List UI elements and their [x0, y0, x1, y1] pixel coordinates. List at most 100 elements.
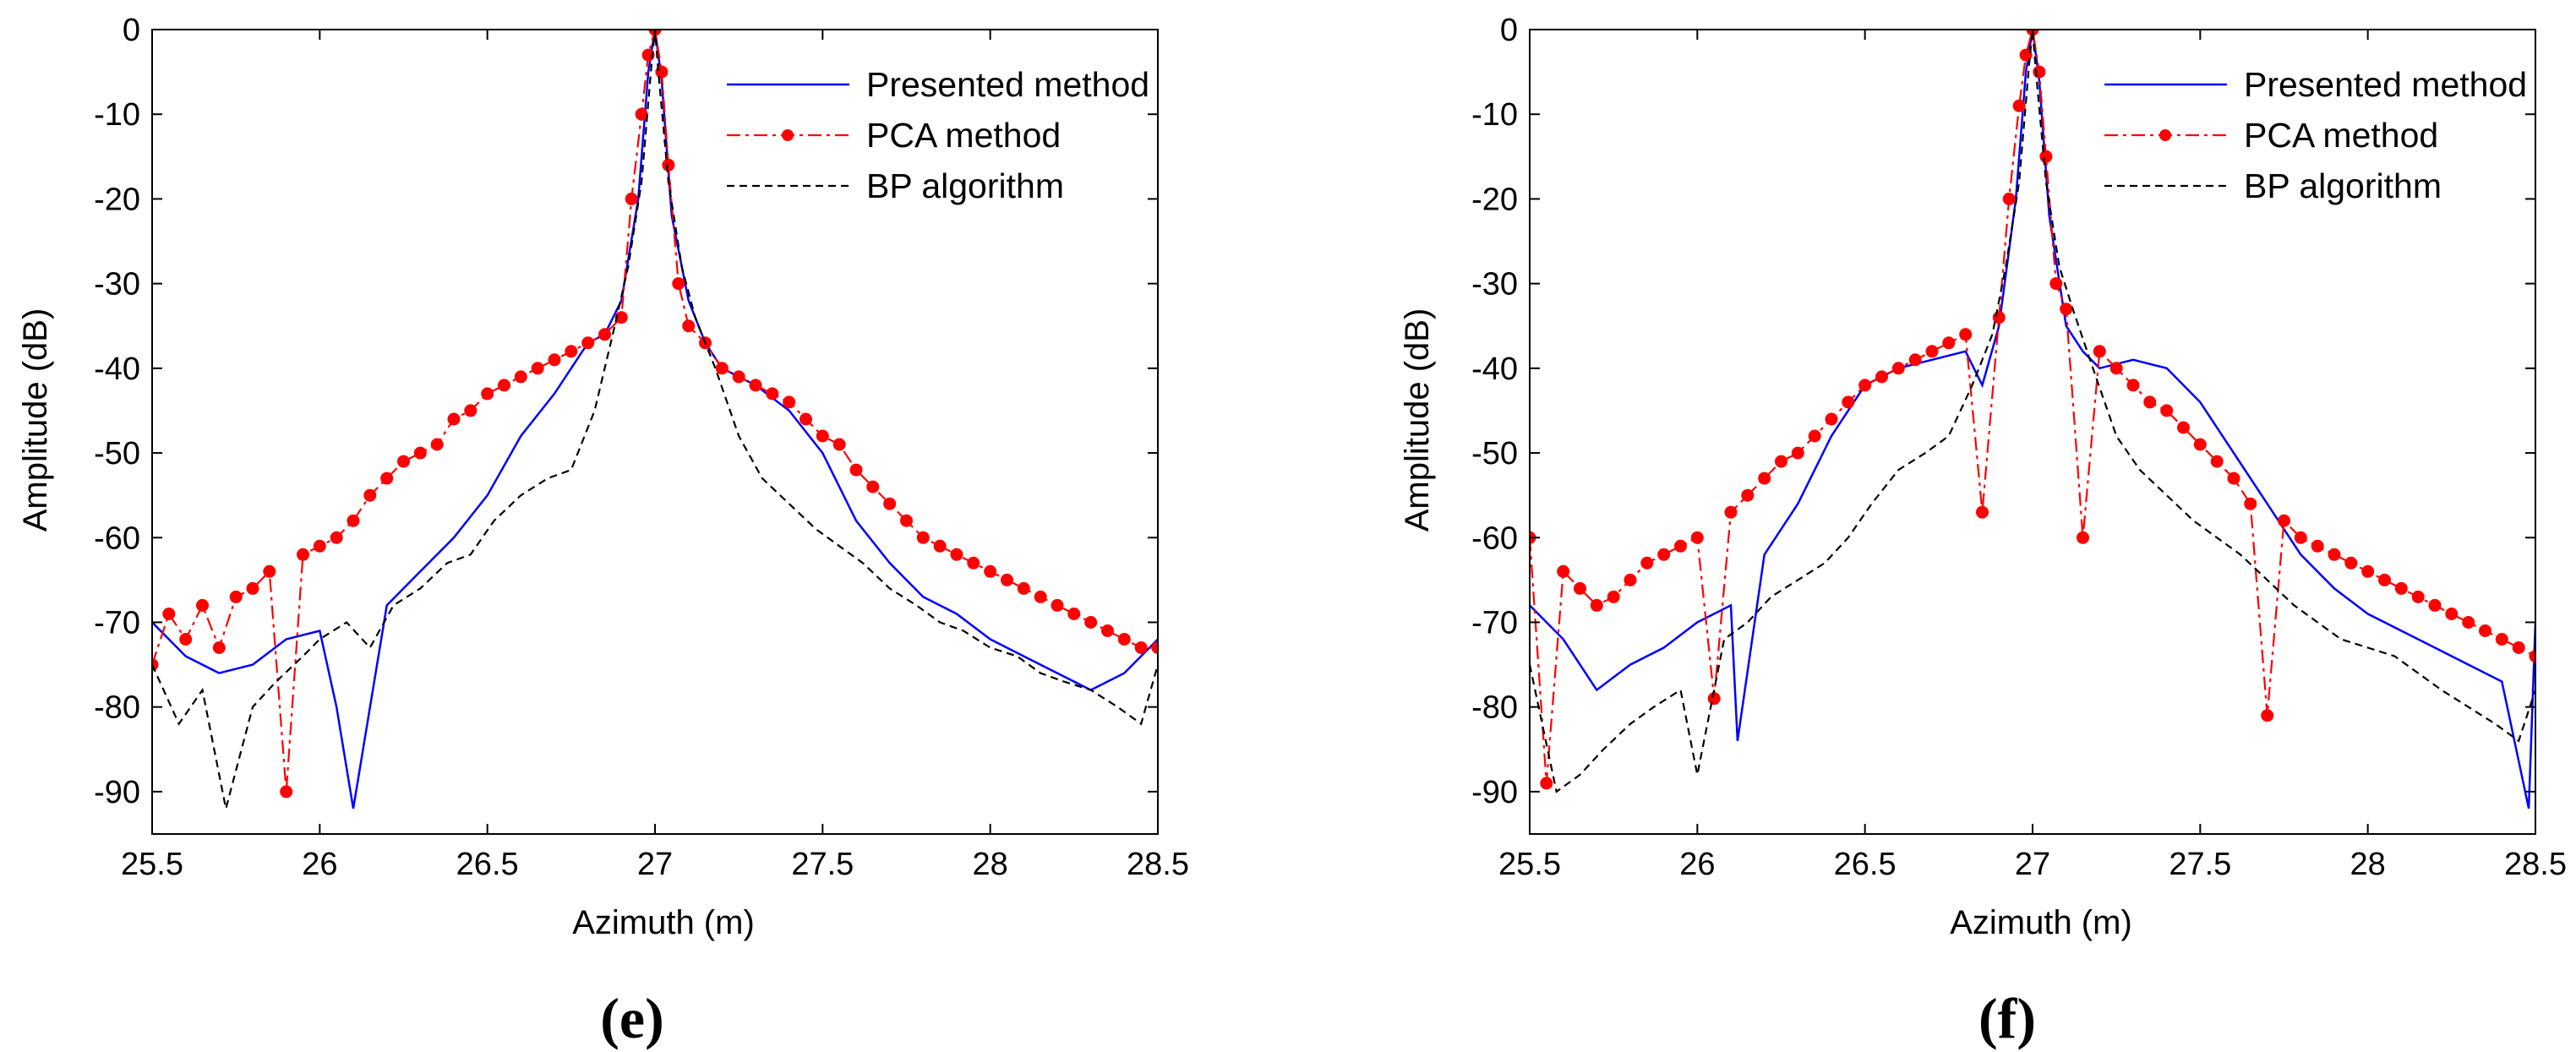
- series-point: [2093, 345, 2106, 358]
- y-tick-label: -40: [1471, 352, 1518, 387]
- series-point: [2060, 303, 2073, 316]
- y-tick-label: 0: [1500, 13, 1518, 48]
- y-axis-title: Amplitude (dB): [17, 308, 54, 532]
- x-tick-label: 25.5: [1498, 847, 1561, 882]
- series-point: [1590, 598, 1603, 612]
- x-tick-label: 28: [2350, 847, 2386, 882]
- x-tick-label: 27.5: [2169, 847, 2231, 882]
- series-line-pca-method: [1530, 30, 2535, 783]
- x-tick-label: 28: [973, 847, 1008, 882]
- series-point: [1891, 362, 1905, 375]
- legend-label: PCA method: [2244, 116, 2438, 155]
- series-point: [2002, 192, 2016, 205]
- series-point: [732, 370, 745, 384]
- series-point: [1657, 548, 1671, 561]
- series-point: [565, 345, 578, 358]
- y-tick-label: 0: [123, 13, 140, 48]
- x-tick-label: 27: [637, 847, 673, 882]
- series-point: [1134, 641, 1148, 654]
- legend-label: BP algorithm: [2244, 166, 2442, 205]
- series-line-presented-method: [1530, 30, 2535, 809]
- plot-area: [1530, 30, 2535, 834]
- series-point: [531, 362, 544, 375]
- series-point: [2049, 277, 2063, 291]
- series-point: [1992, 311, 2006, 324]
- x-axis-title: Azimuth (m): [1950, 904, 2132, 941]
- y-tick-label: -60: [94, 521, 140, 556]
- y-tick-label: -90: [94, 775, 140, 810]
- series-point: [635, 107, 648, 121]
- series-point: [1151, 641, 1158, 654]
- series-point: [614, 311, 628, 324]
- series-point: [916, 531, 930, 544]
- series-point: [1607, 590, 1620, 603]
- series-point: [2177, 421, 2190, 434]
- series-point: [2261, 709, 2274, 722]
- y-tick-label: -90: [1471, 775, 1518, 810]
- series-point: [2109, 362, 2123, 375]
- series-point: [229, 590, 243, 603]
- series-point: [196, 598, 209, 612]
- chart-panel-f: Amplitude (dB) Azimuth (m) (f) 25.5 26 26.…: [1399, 13, 2567, 1050]
- series-point: [800, 412, 812, 426]
- series-point: [2428, 598, 2442, 612]
- y-tick-label: -30: [1471, 267, 1518, 303]
- series-point: [1101, 624, 1114, 637]
- series-point: [900, 514, 913, 527]
- series-point: [1858, 379, 1872, 392]
- series-point: [212, 641, 226, 654]
- series-point: [1690, 531, 1704, 544]
- series-point: [1117, 633, 1131, 646]
- series-point: [1674, 539, 1687, 553]
- series-point: [2210, 455, 2224, 468]
- series-point: [1959, 328, 1973, 341]
- series-point: [866, 480, 880, 493]
- legend-marker: [782, 129, 794, 141]
- series-point: [2019, 48, 2033, 62]
- x-tick-label: 26: [1679, 847, 1715, 882]
- series-point: [2495, 633, 2508, 646]
- x-tick-label: 27.5: [791, 847, 854, 882]
- legend-label: BP algorithm: [866, 166, 1064, 205]
- series-point: [2227, 471, 2240, 485]
- series-point: [749, 379, 762, 392]
- series-point: [297, 548, 309, 561]
- series-point: [2529, 650, 2535, 663]
- series-point: [883, 497, 897, 510]
- series-point: [2039, 150, 2053, 163]
- series-point: [1574, 581, 1586, 595]
- series-point: [1976, 505, 1989, 519]
- series-point: [2077, 531, 2089, 544]
- series-point: [1875, 370, 1888, 384]
- series-point: [2394, 581, 2408, 595]
- y-tick-label: -70: [94, 605, 140, 640]
- series-point: [430, 438, 444, 451]
- series-point: [2344, 556, 2358, 570]
- y-tick-label: -50: [94, 436, 140, 471]
- y-tick-label: -70: [1471, 605, 1518, 640]
- series-point: [2479, 624, 2491, 637]
- y-tick-label: -30: [94, 267, 140, 303]
- series-point: [179, 633, 193, 646]
- series-point: [162, 608, 176, 620]
- legend-label: PCA method: [866, 116, 1061, 155]
- series-point: [598, 328, 611, 341]
- x-tick-label: 25.5: [121, 847, 183, 882]
- series-point: [363, 488, 377, 502]
- series-point: [2378, 573, 2391, 586]
- series-point: [783, 395, 796, 409]
- series-point: [672, 277, 685, 291]
- legend-label: Presented method: [866, 65, 1149, 104]
- series-point: [662, 158, 675, 172]
- series-point: [1001, 573, 1013, 586]
- series-point: [581, 336, 595, 350]
- series-point: [2244, 497, 2257, 510]
- series-point: [2361, 564, 2375, 578]
- series-point: [849, 463, 863, 477]
- series-point: [1775, 455, 1787, 468]
- series-point: [967, 556, 980, 570]
- x-tick-label: 26.5: [456, 847, 519, 882]
- series-point: [2311, 539, 2324, 553]
- series-point: [766, 387, 779, 401]
- series-point: [380, 471, 394, 485]
